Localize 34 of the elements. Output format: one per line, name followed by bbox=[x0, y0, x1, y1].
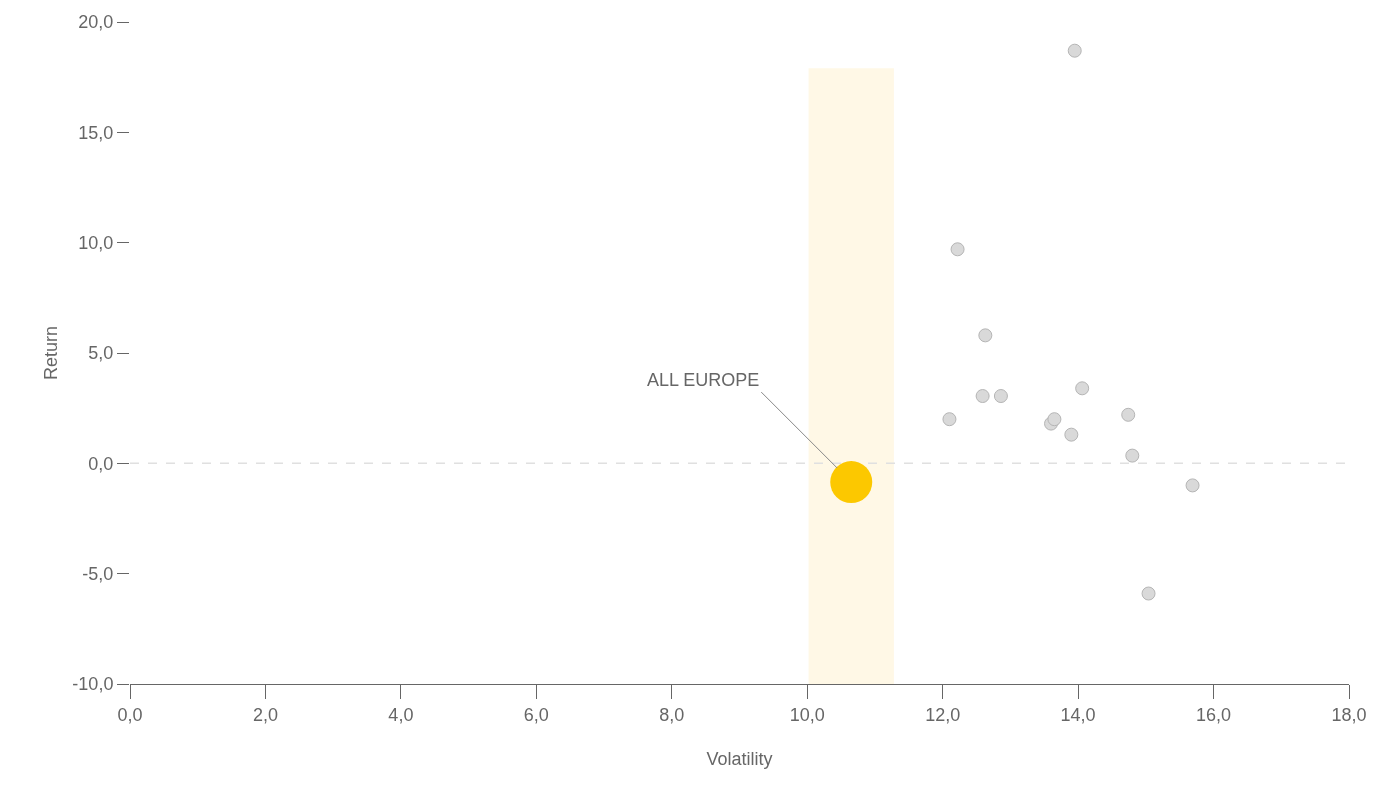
point bbox=[1064, 427, 1079, 442]
point bbox=[1121, 407, 1136, 422]
x-tick-label: 18,0 bbox=[1331, 704, 1367, 725]
y-axis-title: Return bbox=[40, 325, 61, 381]
annotation: ALL EUROPE bbox=[647, 370, 760, 390]
x-tick-label: 10,0 bbox=[789, 704, 825, 725]
x-tick-label: 2,0 bbox=[252, 704, 278, 725]
point bbox=[1075, 381, 1090, 396]
point bbox=[950, 242, 965, 257]
x-tick-label: 16,0 bbox=[1196, 704, 1232, 725]
y-tick-label: 5,0 bbox=[88, 343, 114, 364]
point bbox=[1185, 478, 1200, 493]
y-tick-label: -5,0 bbox=[82, 563, 114, 584]
y-tick-label: 20,0 bbox=[78, 12, 114, 33]
y-tick-label: 0,0 bbox=[88, 453, 114, 474]
point bbox=[1047, 412, 1062, 427]
x-tick-label: 12,0 bbox=[925, 704, 961, 725]
point bbox=[942, 412, 957, 427]
y-tick-label: 10,0 bbox=[78, 232, 114, 253]
x-tick-label: 14,0 bbox=[1060, 704, 1096, 725]
point bbox=[978, 328, 993, 343]
point bbox=[830, 461, 873, 504]
point bbox=[993, 389, 1008, 404]
x-tick-label: 4,0 bbox=[388, 704, 414, 725]
y-tick-label: 15,0 bbox=[78, 122, 114, 143]
y-tick-label: -10,0 bbox=[72, 674, 114, 695]
x-tick-label: 8,0 bbox=[659, 704, 685, 725]
point bbox=[975, 389, 990, 404]
point bbox=[1067, 43, 1082, 58]
x-tick-label: 0,0 bbox=[117, 704, 143, 725]
point bbox=[1141, 586, 1156, 601]
point bbox=[1125, 448, 1140, 463]
x-axis-title: Volatility bbox=[706, 748, 773, 769]
x-tick-label: 6,0 bbox=[523, 704, 549, 725]
